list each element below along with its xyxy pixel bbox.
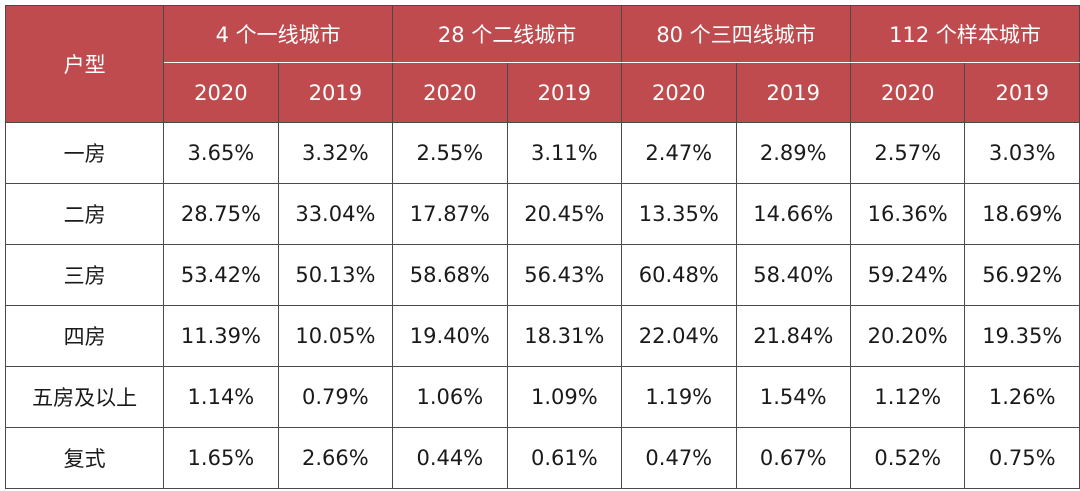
year-header: 2020	[849, 62, 966, 123]
year-header: 2019	[735, 62, 851, 123]
table-cell: 21.84%	[735, 305, 851, 367]
table-cell: 58.40%	[735, 244, 851, 306]
table-cell: 2.57%	[849, 122, 966, 184]
unit-type-label: 五房及以上	[4, 366, 165, 428]
table-cell: 28.75%	[163, 183, 279, 245]
table-cell: 17.87%	[392, 183, 508, 245]
table-row: 五房及以上 1.14% 0.79% 1.06% 1.09% 1.19% 1.54% 1.12%…	[4, 366, 1080, 428]
table-cell: 2.66%	[277, 427, 394, 489]
table-row: 三房 53.42% 50.13% 58.68% 56.43% 60.48% 58.40% 59…	[4, 244, 1080, 306]
table-cell: 19.35%	[964, 305, 1080, 367]
table-cell: 19.40%	[392, 305, 508, 367]
year-header: 2019	[964, 62, 1080, 123]
table-cell: 2.89%	[735, 122, 851, 184]
table-cell: 0.79%	[277, 366, 394, 428]
year-header: 2020	[392, 62, 508, 123]
unit-type-header: 户型	[4, 5, 165, 123]
unit-type-label: 二房	[4, 183, 165, 245]
table-row: 复式 1.65% 2.66% 0.44% 0.61% 0.47% 0.67% 0.52% 0.7…	[4, 427, 1080, 489]
table-cell: 58.68%	[392, 244, 508, 306]
year-header: 2019	[277, 62, 394, 123]
table-row: 二房 28.75% 33.04% 17.87% 20.45% 13.35% 14.66% 16…	[4, 183, 1080, 245]
group-header-tier1: 4 个一线城市	[163, 5, 394, 63]
unit-type-label: 四房	[4, 305, 165, 367]
table-cell: 20.20%	[849, 305, 966, 367]
unit-type-share-table: 户型 4 个一线城市 28 个二线城市 80 个三四线城市 112 个样本城市 …	[4, 5, 1080, 489]
table-cell: 1.26%	[964, 366, 1080, 428]
unit-type-label: 三房	[4, 244, 165, 306]
table-cell: 2.47%	[621, 122, 737, 184]
table-cell: 53.42%	[163, 244, 279, 306]
table-cell: 11.39%	[163, 305, 279, 367]
table-cell: 16.36%	[849, 183, 966, 245]
table-cell: 1.19%	[621, 366, 737, 428]
group-header-tier3-4: 80 个三四线城市	[621, 5, 851, 63]
table-cell: 14.66%	[735, 183, 851, 245]
year-header: 2019	[506, 62, 623, 123]
table-cell: 18.69%	[964, 183, 1080, 245]
table-cell: 0.44%	[392, 427, 508, 489]
table-cell: 0.61%	[506, 427, 623, 489]
group-header-tier2: 28 个二线城市	[392, 5, 623, 63]
table-cell: 18.31%	[506, 305, 623, 367]
table-cell: 3.32%	[277, 122, 394, 184]
table-cell: 56.43%	[506, 244, 623, 306]
table-cell: 1.12%	[849, 366, 966, 428]
table-body: 一房 3.65% 3.32% 2.55% 3.11% 2.47% 2.89% 2.57% 3.0…	[4, 122, 1080, 489]
table-row: 四房 11.39% 10.05% 19.40% 18.31% 22.04% 21.84% 20…	[4, 305, 1080, 367]
table-cell: 0.75%	[964, 427, 1080, 489]
year-header-row: 2020 2019 2020 2019 2020 2019 2020 2019	[6, 62, 1080, 123]
table-cell: 56.92%	[964, 244, 1080, 306]
table-cell: 0.47%	[621, 427, 737, 489]
table-cell: 3.11%	[506, 122, 623, 184]
unit-type-label: 复式	[4, 427, 165, 489]
group-header-row: 户型 4 个一线城市 28 个二线城市 80 个三四线城市 112 个样本城市	[4, 5, 1080, 123]
table-cell: 1.14%	[163, 366, 279, 428]
table-cell: 1.65%	[163, 427, 279, 489]
table-cell: 33.04%	[277, 183, 394, 245]
table-cell: 1.09%	[506, 366, 623, 428]
table-cell: 59.24%	[849, 244, 966, 306]
table-cell: 1.54%	[735, 366, 851, 428]
table-cell: 10.05%	[277, 305, 394, 367]
unit-type-label: 一房	[4, 122, 165, 184]
year-header: 2020	[621, 62, 737, 123]
table-cell: 0.67%	[735, 427, 851, 489]
table-cell: 2.55%	[392, 122, 508, 184]
table-cell: 3.65%	[163, 122, 279, 184]
table-cell: 50.13%	[277, 244, 394, 306]
table-cell: 60.48%	[621, 244, 737, 306]
table-cell: 0.52%	[849, 427, 966, 489]
table-cell: 1.06%	[392, 366, 508, 428]
table-cell: 13.35%	[621, 183, 737, 245]
table-cell: 22.04%	[621, 305, 737, 367]
table-cell: 20.45%	[506, 183, 623, 245]
year-header: 2020	[163, 62, 279, 123]
table-row: 一房 3.65% 3.32% 2.55% 3.11% 2.47% 2.89% 2.57% 3.0…	[4, 122, 1080, 184]
table-cell: 3.03%	[964, 122, 1080, 184]
group-header-sample: 112 个样本城市	[849, 5, 1080, 63]
